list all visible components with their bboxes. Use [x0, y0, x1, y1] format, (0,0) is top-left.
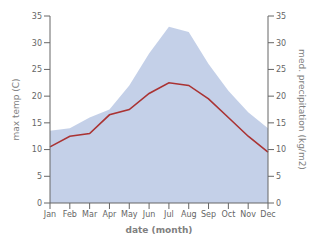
svg-text:Aug: Aug [181, 210, 197, 219]
svg-text:Jul: Jul [163, 210, 174, 219]
svg-text:35: 35 [32, 12, 42, 21]
svg-text:20: 20 [32, 92, 42, 101]
svg-text:5: 5 [37, 172, 42, 181]
svg-text:25: 25 [276, 65, 286, 74]
svg-text:0: 0 [37, 199, 42, 208]
svg-text:Sep: Sep [201, 210, 216, 219]
svg-text:25: 25 [32, 65, 42, 74]
svg-text:30: 30 [276, 39, 286, 48]
svg-text:0: 0 [276, 199, 281, 208]
svg-text:med. precipitation (kg/m2): med. precipitation (kg/m2) [297, 49, 307, 170]
svg-text:Jun: Jun [142, 210, 156, 219]
svg-text:Feb: Feb [63, 210, 77, 219]
svg-text:Dec: Dec [260, 210, 275, 219]
svg-text:Oct: Oct [221, 210, 235, 219]
svg-text:Apr: Apr [103, 210, 118, 219]
svg-text:Mar: Mar [82, 210, 98, 219]
svg-text:15: 15 [32, 119, 42, 128]
svg-text:date (month): date (month) [126, 225, 193, 235]
svg-text:15: 15 [276, 119, 286, 128]
svg-text:10: 10 [276, 145, 286, 154]
svg-text:May: May [121, 210, 138, 219]
svg-text:max temp (C): max temp (C) [11, 78, 21, 140]
svg-text:Nov: Nov [240, 210, 256, 219]
svg-text:5: 5 [276, 172, 281, 181]
svg-text:Jan: Jan [43, 210, 56, 219]
svg-text:10: 10 [32, 145, 42, 154]
svg-text:30: 30 [32, 39, 42, 48]
svg-text:20: 20 [276, 92, 286, 101]
svg-text:35: 35 [276, 12, 286, 21]
